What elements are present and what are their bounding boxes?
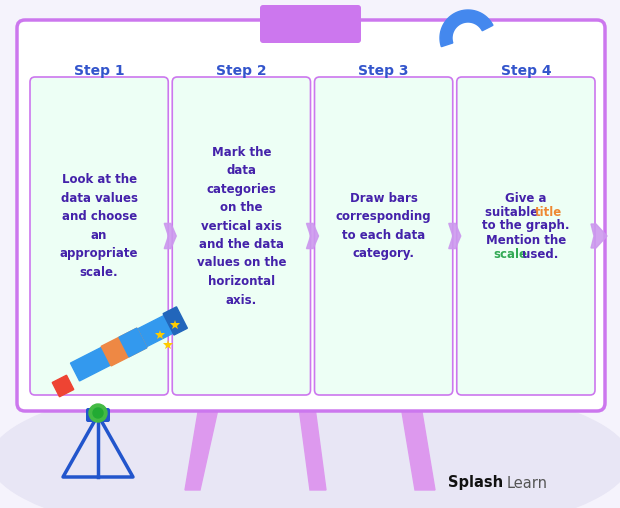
- Text: Mention the: Mention the: [485, 234, 566, 246]
- Polygon shape: [591, 224, 607, 248]
- Polygon shape: [449, 224, 461, 248]
- Polygon shape: [306, 224, 319, 248]
- Text: title: title: [534, 206, 562, 218]
- Text: Learn: Learn: [507, 475, 548, 491]
- Text: Step 1: Step 1: [74, 64, 125, 78]
- Polygon shape: [400, 400, 435, 490]
- Text: Draw bars
corresponding
to each data
category.: Draw bars corresponding to each data cat…: [336, 192, 432, 260]
- FancyBboxPatch shape: [314, 77, 453, 395]
- FancyBboxPatch shape: [30, 77, 168, 395]
- FancyBboxPatch shape: [17, 20, 605, 411]
- Ellipse shape: [0, 375, 620, 508]
- Circle shape: [93, 408, 103, 418]
- Text: Step 4: Step 4: [500, 64, 551, 78]
- Polygon shape: [298, 400, 326, 490]
- Polygon shape: [164, 224, 176, 248]
- Text: Give a: Give a: [505, 192, 547, 205]
- FancyBboxPatch shape: [260, 5, 361, 43]
- Polygon shape: [163, 307, 187, 335]
- Polygon shape: [185, 400, 220, 490]
- FancyBboxPatch shape: [56, 391, 564, 411]
- Text: suitable: suitable: [485, 206, 542, 218]
- Text: Step 3: Step 3: [358, 64, 409, 78]
- Polygon shape: [440, 10, 493, 47]
- Text: Look at the
data values
and choose
an
appropriate
scale.: Look at the data values and choose an ap…: [60, 173, 138, 279]
- Polygon shape: [71, 313, 177, 381]
- Text: to the graph.: to the graph.: [482, 219, 570, 233]
- FancyBboxPatch shape: [457, 77, 595, 395]
- Text: scale: scale: [494, 247, 528, 261]
- FancyBboxPatch shape: [172, 77, 311, 395]
- Text: Splash: Splash: [448, 475, 503, 491]
- Polygon shape: [101, 328, 147, 366]
- Text: Mark the
data
categories
on the
vertical axis
and the data
values on the
horizon: Mark the data categories on the vertical…: [197, 145, 286, 306]
- Polygon shape: [119, 328, 147, 357]
- Circle shape: [89, 404, 107, 422]
- Polygon shape: [52, 375, 74, 397]
- Text: Step 2: Step 2: [216, 64, 267, 78]
- Text: used.: used.: [518, 247, 559, 261]
- FancyBboxPatch shape: [86, 408, 110, 422]
